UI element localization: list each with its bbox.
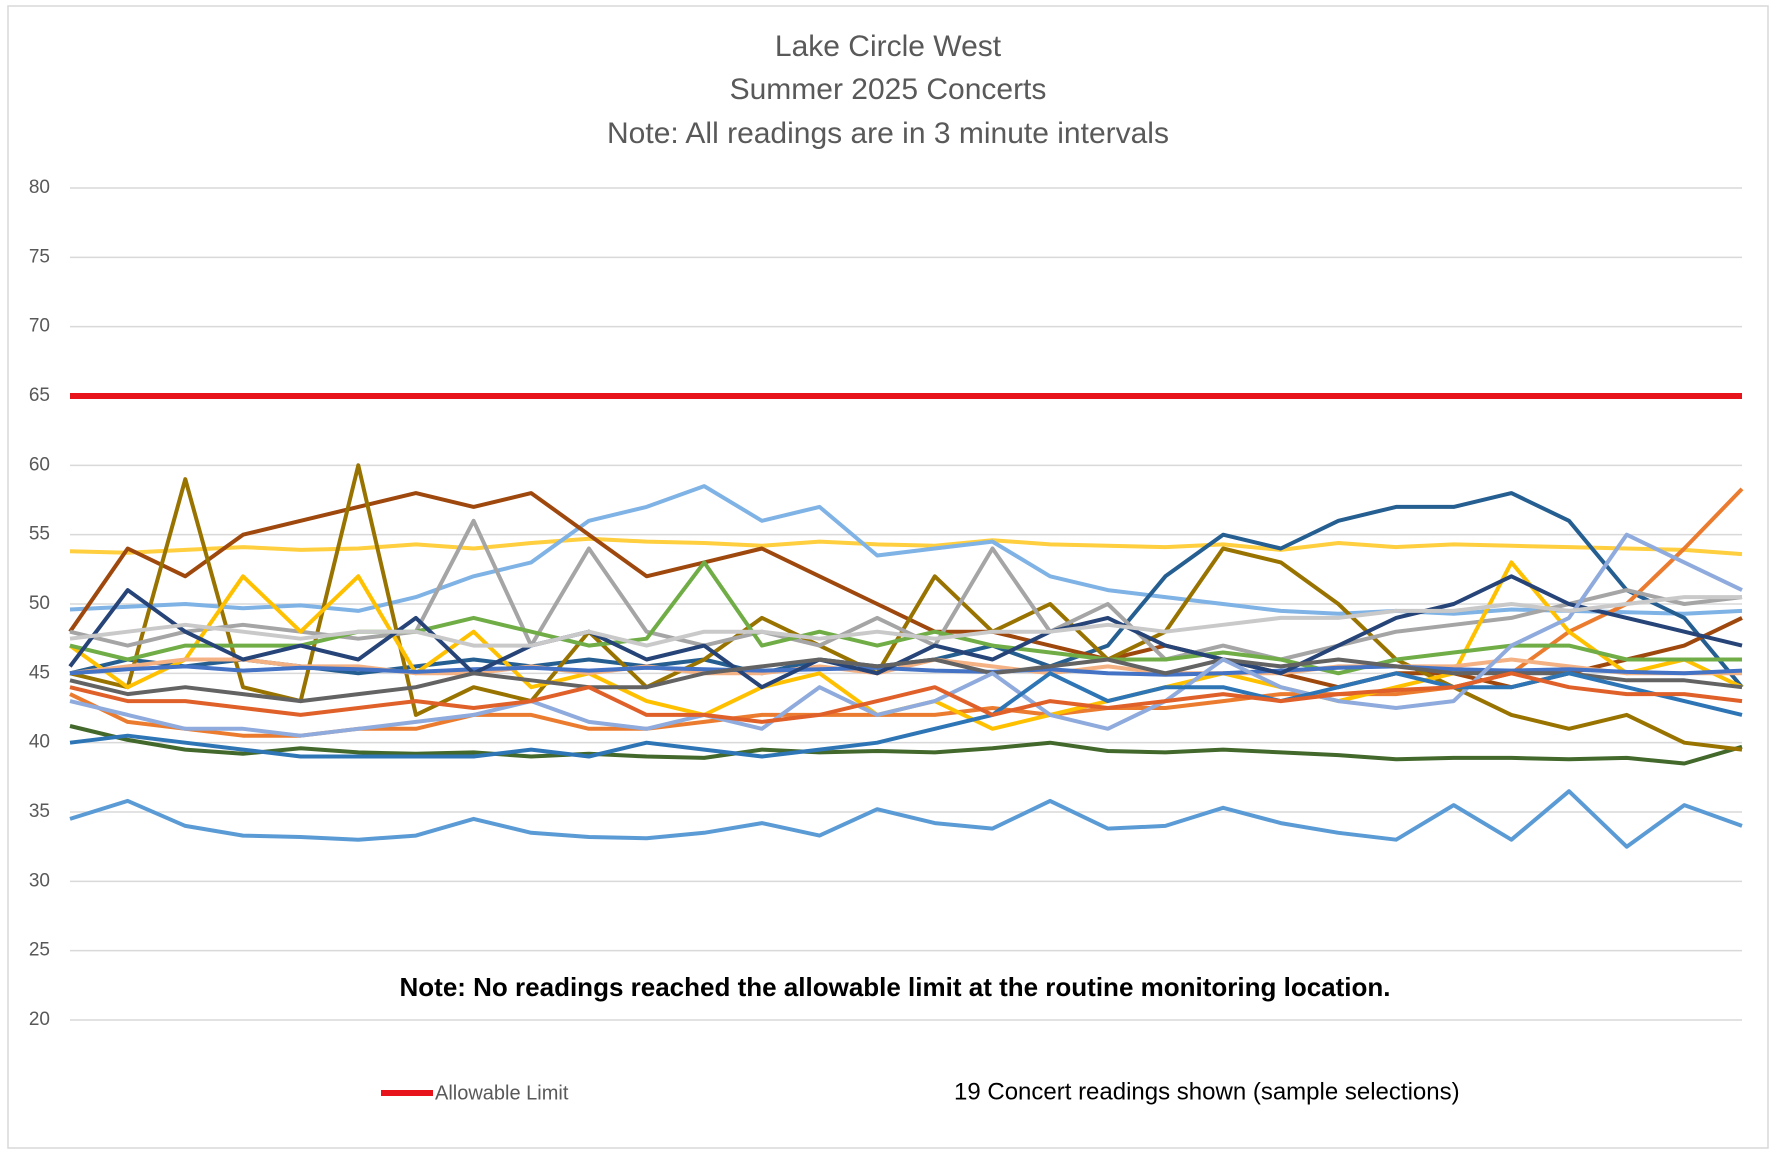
y-tick-label: 50 (29, 593, 50, 614)
chart-frame (7, 5, 1769, 1149)
series-line (69, 724, 1743, 766)
series-line (69, 484, 1743, 616)
legend-label: Allowable Limit (435, 1082, 569, 1104)
series-line (69, 789, 1743, 849)
series-line (69, 595, 1742, 648)
y-tick-label: 70 (29, 316, 50, 337)
y-tick-label: 25 (29, 940, 50, 961)
series-line (69, 657, 1742, 676)
y-tick-label: 55 (29, 524, 50, 545)
y-tick-label: 20 (29, 1009, 50, 1030)
series-line (69, 657, 1743, 704)
y-tick-label: 45 (29, 662, 50, 683)
y-tick-label: 40 (29, 732, 50, 753)
annotation: Note: No readings reached the allowable … (400, 972, 1391, 1002)
y-tick-label: 75 (29, 246, 50, 267)
series-line (69, 664, 1743, 677)
series-line (69, 671, 1743, 724)
legend-note: 19 Concert readings shown (sample select… (954, 1078, 1460, 1105)
chart-title: Lake Circle West (775, 30, 1002, 63)
series-line (69, 532, 1743, 738)
y-tick-label: 80 (29, 177, 50, 198)
chart-title: Summer 2025 Concerts (730, 73, 1047, 106)
chart-title: Note: All readings are in 3 minute inter… (607, 117, 1169, 150)
series-line (69, 536, 1743, 557)
series-line (69, 518, 1743, 662)
y-tick-label: 65 (29, 385, 50, 406)
series-line (69, 671, 1743, 759)
y-tick-label: 60 (29, 454, 50, 475)
y-tick-label: 35 (29, 801, 50, 822)
y-tick-label: 30 (29, 870, 50, 891)
series-line (68, 574, 1743, 690)
